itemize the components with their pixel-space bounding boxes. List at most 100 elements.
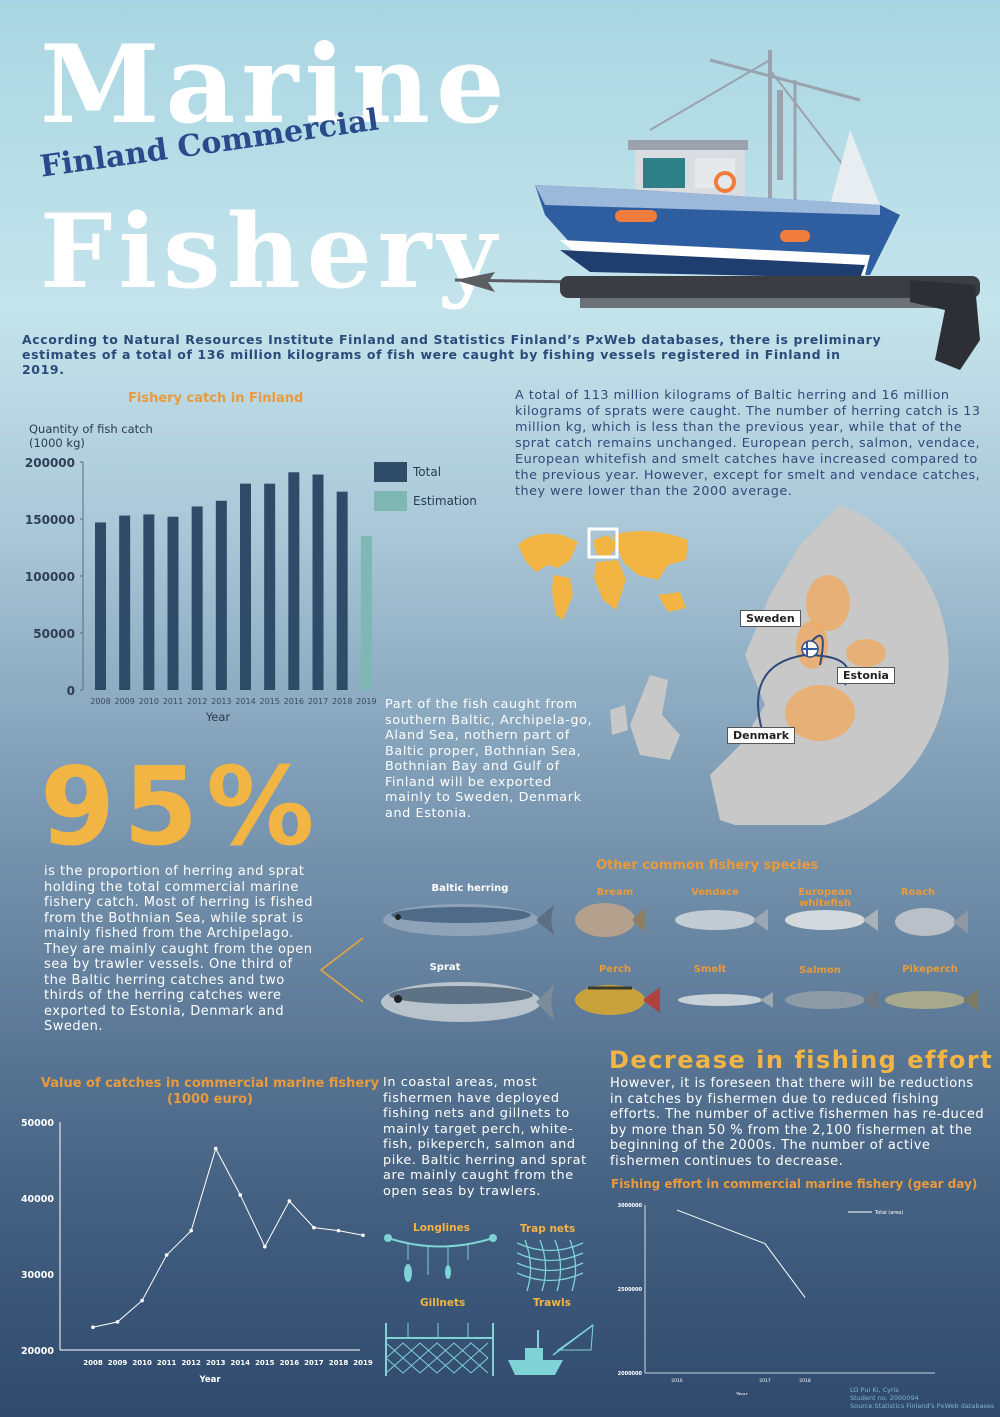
gear-gillnets-label: Gillnets [420,1297,466,1309]
bar-total-2017 [312,474,324,690]
bar-xtick: 2015 [259,697,279,706]
value-xtick: 2015 [255,1359,275,1367]
value-xtick: 2016 [280,1359,300,1367]
effort-ytick: 3000000 [618,1203,643,1209]
bar-chart-title: Fishery catch in Finland [128,391,304,406]
value-chart-title: Value of catches in commercial marine fi… [40,1076,380,1107]
value-point-2011 [164,1253,169,1257]
bar-total-2008 [95,522,106,690]
bar-xtick: 2017 [308,697,328,706]
bar-xtick: 2013 [211,697,231,706]
bar-xtick: 2009 [114,697,134,706]
species-baltic-herring-label: Baltic herring [431,883,509,894]
baltic-herring-image [383,904,554,936]
value-point-2012 [189,1228,193,1233]
value-point-2019 [361,1233,365,1238]
value-point-2009 [115,1320,120,1324]
effort-legend-label: Total (area) [874,1210,903,1216]
bar-xtick: 2016 [284,697,304,706]
value-xtick: 2012 [181,1359,201,1367]
value-chart: 50000 40000 30000 20000 2008 2009 2010 2011 2012… [21,1118,373,1385]
bar-total-2009 [119,515,131,690]
species-smelt-label: Smelt [693,964,727,975]
bar-ylabel: Quantity of fish catch [29,422,153,436]
value-xtick: 2014 [231,1359,251,1367]
fishing-boat-illustration [454,50,980,370]
effort-chart-title: Fishing effort in commercial marine fish… [611,1177,978,1191]
effort-xtick: 2017 [759,1378,771,1384]
credits: LO Pui Ki, Cyris Student no. 2000094 Sou… [850,1386,994,1410]
world-map [518,527,688,620]
species-sprat-label: Sprat [429,962,461,973]
trap-nets-icon [516,1239,584,1292]
effort-ytick: 2500000 [618,1287,643,1293]
bar-ytick: 200000 [25,456,75,470]
value-xtick: 2010 [132,1359,152,1367]
map-label-sweden: Sweden [740,610,801,627]
bar-total-2015 [264,483,276,690]
bar-chart: Quantity of fish catch(1000 kg) 200000 150… [25,422,477,724]
gillnets-icon [385,1323,494,1376]
bar-total-2016 [288,472,300,690]
effort-xtick: 2016 [671,1378,683,1384]
bar-xtick: 2018 [332,697,352,706]
scandinavia-map [610,505,949,825]
species-vendace-label: Vendace [691,887,739,898]
value-point-2014 [238,1193,243,1197]
effort-xtick: 2018 [799,1378,811,1384]
value-xtick: 2008 [83,1359,103,1367]
bar-ylabel-unit: (1000 kg) [29,436,85,450]
value-point-2008 [91,1325,95,1329]
credits-source: Source:Statistics Finland's PxWeb databa… [850,1402,995,1410]
effort-line [676,1209,806,1298]
bar-ytick: 0 [67,684,75,698]
value-xlabel: Year [198,1375,221,1385]
gear-longlines-label: Longlines [413,1222,470,1234]
coastal-text: In coastal areas, most fishermen have de… [383,1075,587,1199]
title-marine: Marine [40,22,511,148]
bar-ytick: 150000 [25,513,75,527]
bar-total-2011 [167,516,179,690]
species-salmon-label: Salmon [799,965,841,976]
value-ytick: 40000 [21,1194,54,1205]
bar-xtick: 2019 [356,697,376,706]
value-point-2013 [213,1146,218,1151]
species-perch-label: Perch [598,964,632,975]
species-bream-label: Bream [596,887,634,898]
value-xtick: 2011 [157,1359,177,1367]
species-pikeperch-label: Pikeperch [902,964,958,975]
bar-total-2012 [191,506,203,690]
value-ytick: 30000 [21,1270,54,1281]
value-xtick: 2013 [206,1359,226,1367]
trawls-icon [508,1323,594,1375]
bar-xtick: 2012 [187,697,207,706]
species-whitefish-label: European whitefish [798,887,852,909]
bar-total-2013 [215,500,227,690]
credits-student: Student no. 2000094 [850,1394,919,1402]
value-point-2018 [336,1228,341,1233]
value-line [92,1147,364,1328]
map-label-denmark: Denmark [727,727,796,744]
legend-label-estimation: Estimation [413,494,477,508]
decrease-title: Decrease in fishing effort [609,1046,994,1074]
value-point-2010 [140,1298,144,1303]
value-xtick: 2009 [108,1359,128,1367]
value-xtick: 2019 [353,1359,373,1367]
herring-text: A total of 113 million kilograms of Balt… [515,388,981,499]
other-species-title: Other common fishery species [596,858,819,873]
other-species-images [575,903,978,1015]
stat-text: is the proportion of herring and sprat h… [44,864,313,1034]
legend-label-total: Total [412,465,441,479]
legend-swatch-estimation [374,491,407,511]
bar-xtick: 2011 [163,697,183,706]
bar-ytick: 100000 [25,570,75,584]
bar-xtick: 2008 [90,697,110,706]
stat-value: 95% [40,745,323,870]
bar-xtick: 2014 [235,697,255,706]
value-point-2015 [263,1244,267,1249]
effort-chart: 3000000 2500000 2000000 2016 2017 2018 Year Tot… [618,1203,935,1395]
effort-ytick: 2000000 [618,1371,643,1377]
value-xtick: 2017 [304,1359,324,1367]
value-ytick: 20000 [21,1346,54,1357]
map-label-estonia: Estonia [837,667,895,684]
